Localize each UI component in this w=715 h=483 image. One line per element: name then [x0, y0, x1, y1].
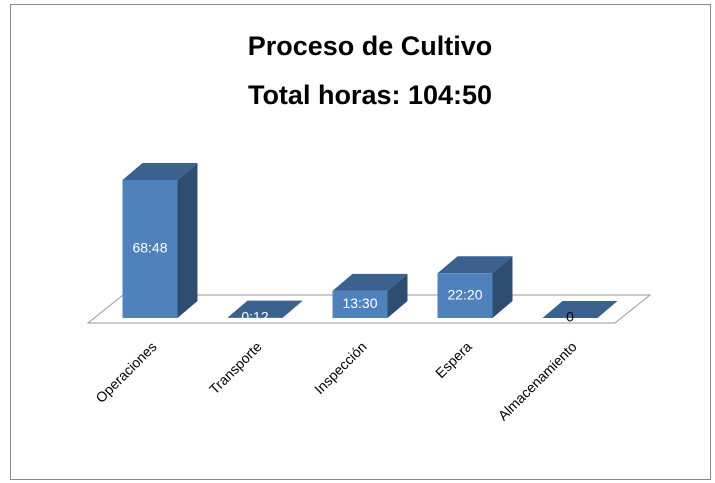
- data-label: 0: [566, 309, 574, 325]
- bar-top: [542, 301, 618, 318]
- bar-top: [227, 300, 303, 318]
- chart-title: Proceso de Cultivo: [248, 31, 493, 61]
- bar: [122, 180, 178, 318]
- bar: [437, 273, 493, 318]
- chart-border: [10, 4, 711, 480]
- bar-side: [492, 256, 513, 318]
- bar-side: [282, 300, 303, 318]
- bar-top: [332, 273, 408, 291]
- data-label: 22:20: [447, 286, 482, 302]
- chart-subtitle: Total horas: 104:50: [248, 80, 492, 110]
- bar-top: [122, 163, 198, 180]
- bar: [332, 290, 388, 318]
- bar-side: [387, 273, 408, 318]
- bar-side: [177, 163, 198, 318]
- data-label: 13:30: [342, 295, 377, 311]
- bar-top: [437, 256, 513, 274]
- data-label: 0:12: [241, 309, 268, 325]
- data-label: 68:48: [132, 240, 167, 256]
